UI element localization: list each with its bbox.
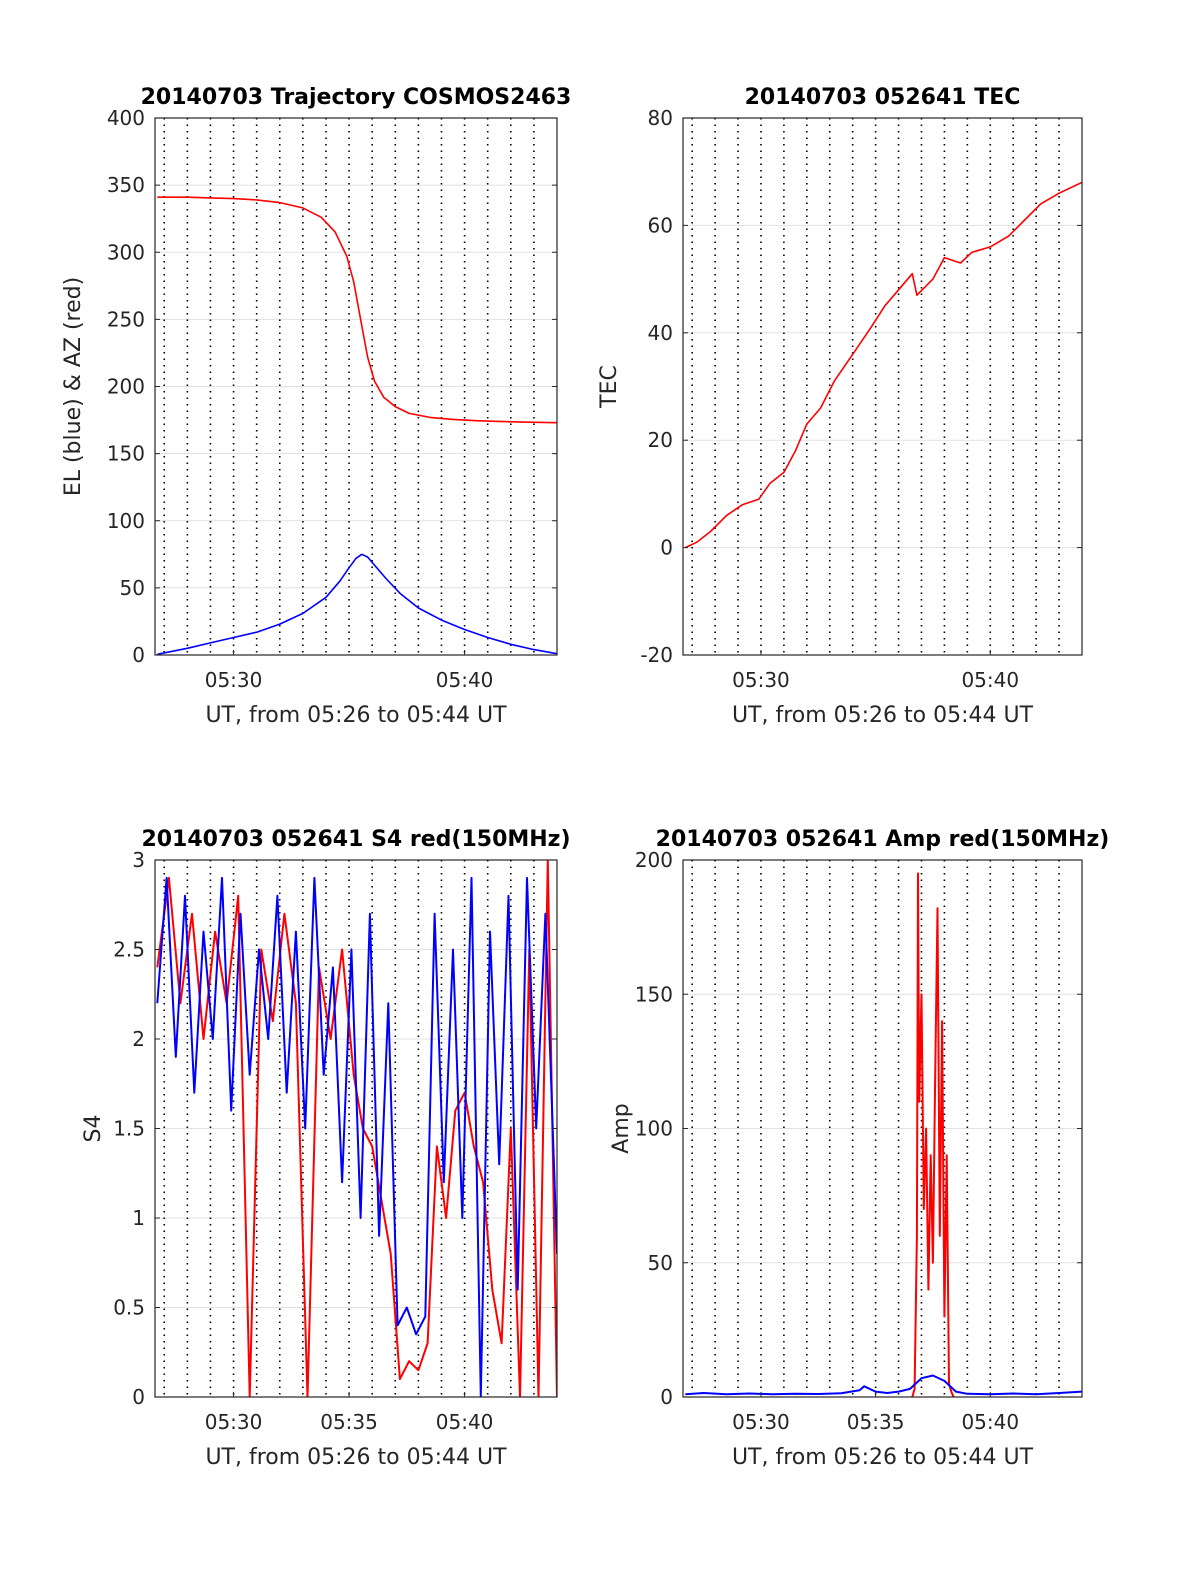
y-tick-label: 60 <box>648 213 673 237</box>
series-line-1 <box>685 1374 1082 1396</box>
y-tick-label: 400 <box>107 106 145 130</box>
x-tick-label: 05:40 <box>436 668 494 692</box>
chart-panel-2: -20 0 20 40 60 80 05:30 05:40 20140703 052641 TE… <box>597 85 1083 728</box>
y-tick-label: 150 <box>107 442 145 466</box>
series-group <box>684 181 1082 549</box>
chart-panel-1: 0 50 100 150 200 250 300 350 400 05:30 05:40 201407… <box>61 85 571 728</box>
plot-area <box>683 118 1082 655</box>
axes-box <box>682 117 1083 656</box>
x-axis-label: UT, from 05:26 to 05:44 UT <box>732 703 1034 728</box>
y-tick-label: 50 <box>648 1251 673 1275</box>
chart-panel-4: 0 50 100 150 200 05:30 05:35 05:40 20140703 0526… <box>609 827 1109 1470</box>
y-axis-label: S4 <box>81 1115 106 1143</box>
chart-title: 20140703 052641 Amp red(150MHz) <box>656 827 1110 852</box>
y-tick-label: 40 <box>648 321 673 345</box>
y-tick-label: -20 <box>640 643 673 667</box>
x-tick-label: 05:40 <box>436 1410 494 1434</box>
y-tick-label: 3 <box>132 848 145 872</box>
y-tick-label: 200 <box>107 375 145 399</box>
y-tick-label: 0.5 <box>113 1296 145 1320</box>
series-line-0 <box>684 181 1082 549</box>
y-tick-label: 350 <box>107 173 145 197</box>
y-tick-label: 0 <box>660 1385 673 1409</box>
x-tick-label: 05:35 <box>320 1410 378 1434</box>
chart-title: 20140703 052641 TEC <box>745 85 1021 110</box>
y-axis-label: EL (blue) & AZ (red) <box>61 277 86 496</box>
x-axis-label: UT, from 05:26 to 05:44 UT <box>732 1445 1034 1470</box>
y-tick-label: 1 <box>132 1206 145 1230</box>
x-tick-label: 05:30 <box>732 1410 790 1434</box>
x-tick-label: 05:30 <box>732 668 790 692</box>
y-tick-label: 1.5 <box>113 1117 145 1141</box>
x-tick-label: 05:35 <box>847 1410 905 1434</box>
y-tick-label: 0 <box>132 643 145 667</box>
series-line-1 <box>157 553 557 655</box>
series-line-0 <box>911 872 955 1397</box>
series-line-0 <box>157 196 557 424</box>
chart-title: 20140703 Trajectory COSMOS2463 <box>141 85 572 110</box>
series-group <box>156 860 557 1397</box>
x-tick-label: 05:30 <box>205 668 263 692</box>
y-tick-label: 150 <box>635 982 673 1006</box>
y-tick-label: 0 <box>132 1385 145 1409</box>
x-axis-label: UT, from 05:26 to 05:44 UT <box>205 703 507 728</box>
x-axis-label: UT, from 05:26 to 05:44 UT <box>205 1445 507 1470</box>
series-line-1 <box>156 876 557 1397</box>
y-tick-label: 300 <box>107 240 145 264</box>
y-axis-label: Amp <box>609 1103 634 1153</box>
y-tick-label: 100 <box>107 509 145 533</box>
y-tick-label: 100 <box>635 1117 673 1141</box>
series-group <box>685 872 1082 1397</box>
y-tick-label: 20 <box>648 428 673 452</box>
y-tick-label: 200 <box>635 848 673 872</box>
x-tick-label: 05:30 <box>205 1410 263 1434</box>
y-tick-label: 50 <box>120 576 145 600</box>
y-tick-label: 2.5 <box>113 938 145 962</box>
series-group <box>157 196 557 655</box>
y-axis-label: TEC <box>597 365 622 409</box>
y-tick-label: 250 <box>107 307 145 331</box>
chart-title: 20140703 052641 S4 red(150MHz) <box>141 827 570 852</box>
x-tick-label: 05:40 <box>961 1410 1019 1434</box>
chart-panel-3: 0 0.5 1 1.5 2 2.5 3 05:30 05:35 05:40 20140703 052… <box>81 827 571 1470</box>
y-tick-label: 2 <box>132 1027 145 1051</box>
x-tick-label: 05:40 <box>961 668 1019 692</box>
y-tick-label: 0 <box>660 536 673 560</box>
y-tick-label: 80 <box>648 106 673 130</box>
